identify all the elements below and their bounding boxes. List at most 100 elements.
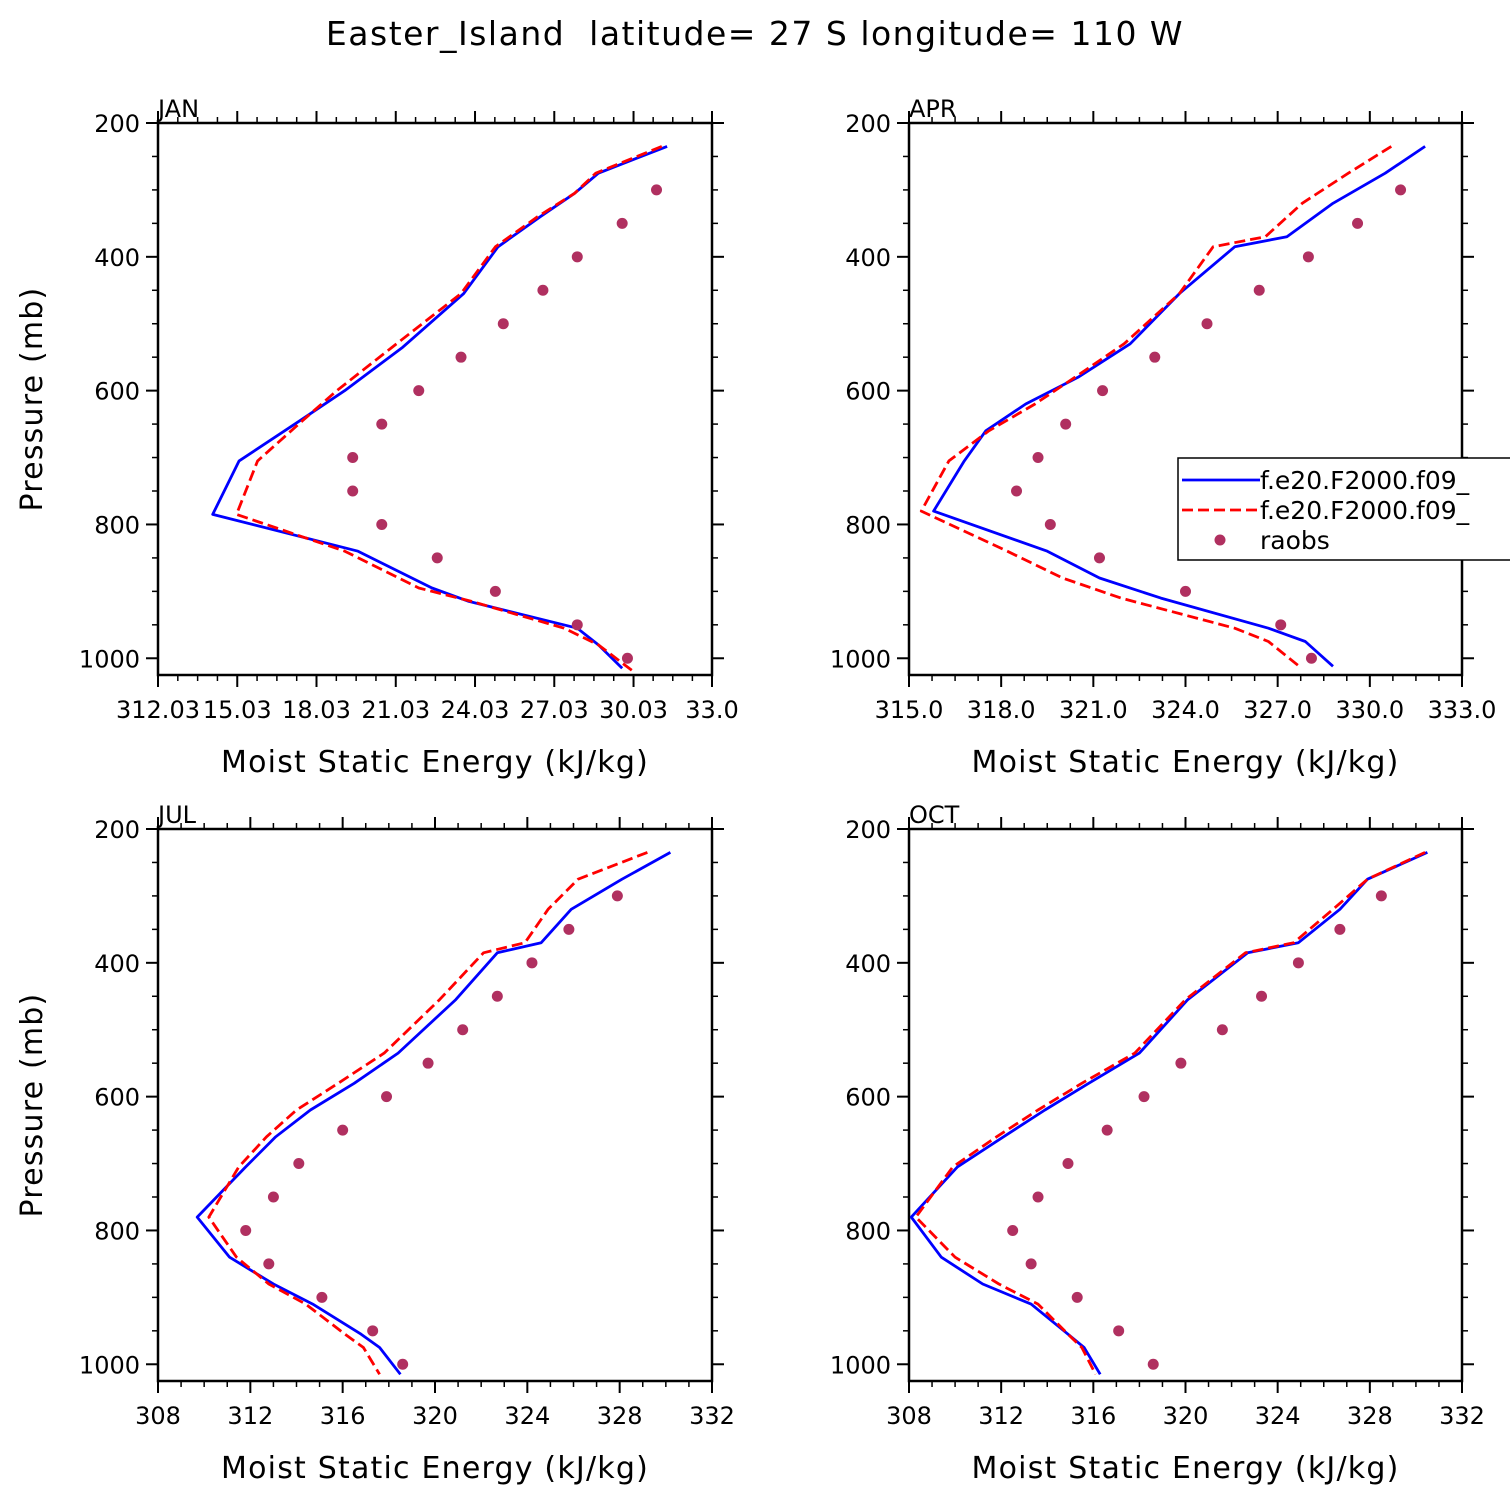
raobs-point [571, 251, 583, 263]
raobs-point [1292, 957, 1304, 969]
raobs-point [1375, 890, 1387, 902]
y-tick-label: 800 [845, 511, 891, 539]
model2-line [914, 851, 1426, 1375]
raobs-point [616, 217, 628, 229]
raobs-point [1032, 1191, 1044, 1203]
x-tick-label: 332 [689, 1402, 735, 1430]
y-axis-label: Pressure (mb) [15, 287, 50, 512]
legend: f.e20.F2000.f09_f.e20.F2000.f09_raobs [1177, 457, 1510, 561]
x-tick-label: 312 [227, 1402, 273, 1430]
raobs-point [1334, 923, 1346, 935]
raobs-point [367, 1325, 379, 1337]
raobs-point [1147, 1358, 1159, 1370]
plot-frame [156, 827, 714, 1383]
raobs-point [1253, 284, 1265, 296]
raobs-point [537, 284, 549, 296]
y-tick-label: 600 [94, 378, 140, 406]
raobs-point [1175, 1057, 1187, 1069]
x-tick-label: 328 [597, 1402, 643, 1430]
legend-label: f.e20.F2000.f09_ [1260, 496, 1470, 525]
x-tick-label: 332 [1439, 1402, 1485, 1430]
y-tick-label: 200 [845, 816, 891, 844]
plot-frame [907, 827, 1464, 1383]
model1-line [932, 145, 1426, 668]
x-tick-label: 30.03 [599, 696, 668, 724]
raobs-point [563, 923, 575, 935]
raobs-point [1097, 385, 1109, 397]
raobs-point [1025, 1258, 1037, 1270]
raobs-point [293, 1158, 305, 1170]
figure-title: Easter_Island latitude= 27 S longitude= … [326, 14, 1184, 53]
raobs-point [1071, 1291, 1083, 1303]
raobs-point [1201, 318, 1213, 330]
model1-line [211, 145, 668, 670]
raobs-point [1062, 1158, 1074, 1170]
y-tick-label: 600 [94, 1084, 140, 1112]
y-tick-label: 1000 [79, 1351, 140, 1379]
x-tick-label: 330.0 [1335, 696, 1404, 724]
x-tick-label: 33.0 [685, 696, 738, 724]
raobs-point [316, 1291, 328, 1303]
raobs-point [651, 184, 663, 196]
legend-label: f.e20.F2000.f09_ [1260, 466, 1470, 495]
raobs-point [1305, 652, 1317, 664]
y-tick-label: 200 [845, 110, 891, 138]
raobs-point [1060, 418, 1072, 430]
y-tick-label: 600 [845, 378, 891, 406]
x-tick-label: 21.03 [361, 696, 430, 724]
raobs-point [457, 1024, 469, 1036]
model1-line [909, 851, 1428, 1376]
x-tick-label: 308 [135, 1402, 181, 1430]
x-tick-label: 312 [978, 1402, 1024, 1430]
raobs-point [1032, 452, 1044, 464]
x-tick-label: 316 [320, 1402, 366, 1430]
x-tick-label: 315.0 [875, 696, 944, 724]
x-tick-label: 324 [504, 1402, 550, 1430]
y-tick-label: 1000 [79, 645, 140, 673]
x-tick-label: 15.03 [203, 696, 272, 724]
x-tick-label: 18.03 [282, 696, 351, 724]
y-tick-label: 800 [94, 511, 140, 539]
raobs-point [431, 552, 443, 564]
raobs-point [267, 1191, 279, 1203]
y-tick-label: 800 [845, 1217, 891, 1245]
raobs-point [397, 1358, 409, 1370]
raobs-point [497, 318, 509, 330]
raobs-point [422, 1057, 434, 1069]
raobs-point [347, 452, 359, 464]
legend-label: raobs [1260, 526, 1330, 555]
raobs-point [1352, 217, 1364, 229]
raobs-point [413, 385, 425, 397]
raobs-point [611, 890, 623, 902]
x-axis-label: Moist Static Energy (kJ/kg) [972, 1451, 1400, 1486]
raobs-point [455, 351, 467, 363]
y-tick-label: 1000 [830, 645, 891, 673]
model2-line [919, 145, 1393, 668]
x-tick-label: 316 [1070, 1402, 1116, 1430]
raobs-point [1216, 1024, 1228, 1036]
raobs-point [1302, 251, 1314, 263]
raobs-point [347, 485, 359, 497]
y-tick-label: 400 [845, 950, 891, 978]
panel-label: OCT [909, 801, 960, 829]
y-axis-label: Pressure (mb) [15, 993, 50, 1218]
legend-marker-raobs [1214, 534, 1226, 546]
model2-line [235, 145, 663, 675]
raobs-point [1101, 1124, 1113, 1136]
y-tick-label: 400 [94, 244, 140, 272]
x-tick-label: 24.03 [441, 696, 510, 724]
y-tick-label: 1000 [830, 1351, 891, 1379]
raobs-point [263, 1258, 275, 1270]
y-tick-label: 200 [94, 816, 140, 844]
x-tick-label: 321.0 [1059, 696, 1128, 724]
raobs-point [1395, 184, 1407, 196]
x-tick-label: 318.0 [967, 696, 1036, 724]
raobs-point [376, 418, 388, 430]
y-tick-label: 800 [94, 1217, 140, 1245]
raobs-point [1138, 1091, 1150, 1103]
panel-oct: OCT 308 312 316 320 324 328 332 200 400 600 800 1000… [830, 801, 1485, 1486]
raobs-point [526, 957, 538, 969]
x-tick-label: 324.0 [1151, 696, 1220, 724]
